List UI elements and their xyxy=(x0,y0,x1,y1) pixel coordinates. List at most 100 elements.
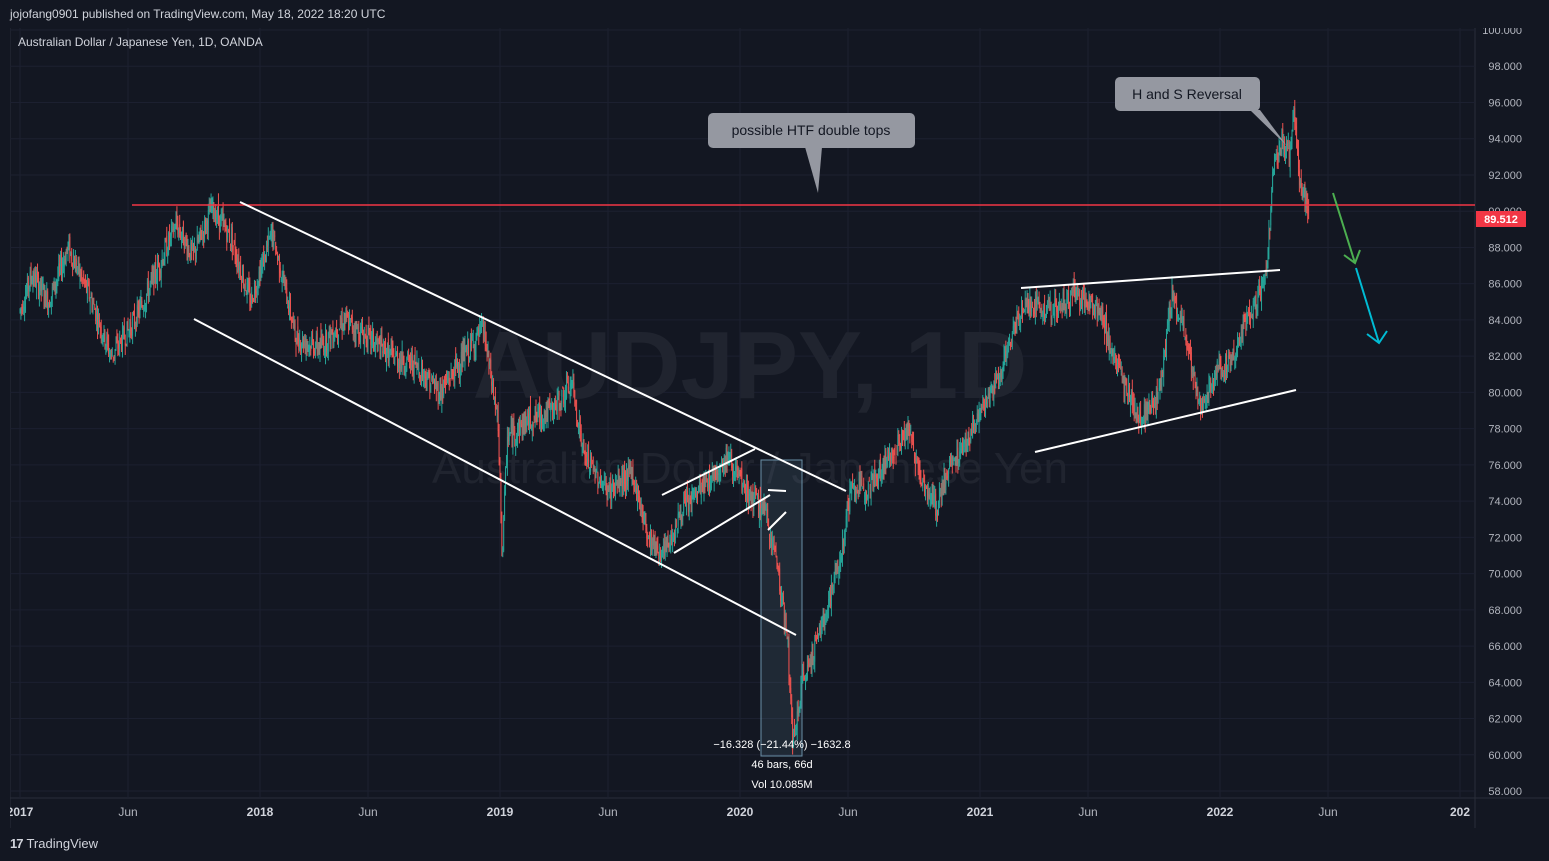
candle xyxy=(583,439,585,455)
candle xyxy=(875,469,877,487)
candle xyxy=(999,366,1001,387)
trendlines[interactable] xyxy=(193,201,1297,636)
candle xyxy=(1023,309,1025,313)
candle-body xyxy=(280,278,282,281)
candle-body xyxy=(1184,336,1186,339)
tradingview-logo[interactable]: 17 TradingView xyxy=(10,836,98,851)
candle xyxy=(381,326,383,347)
candle xyxy=(48,302,50,318)
candle xyxy=(742,482,744,495)
candle xyxy=(955,456,957,473)
candle xyxy=(1051,315,1053,326)
candle xyxy=(409,354,411,369)
chart-panel[interactable]: AUDJPY, 1D Australian Dollar / Japanese … xyxy=(7,25,1549,828)
candle xyxy=(244,278,246,292)
candle-body xyxy=(295,342,297,349)
candle xyxy=(635,476,637,494)
candle xyxy=(769,527,771,549)
candle-body xyxy=(731,459,733,469)
candle xyxy=(410,347,412,371)
candle xyxy=(685,486,687,516)
candle-body xyxy=(138,308,140,316)
time-axis[interactable]: 2017Jun2018Jun2019Jun2020Jun2021Jun2022J… xyxy=(7,805,1471,819)
candle-body xyxy=(838,569,840,575)
candle-body xyxy=(1140,411,1142,424)
candle-body xyxy=(618,470,620,490)
callout-double-tops[interactable]: possible HTF double tops xyxy=(708,113,915,193)
candle xyxy=(973,419,975,434)
projection-arrow-blue[interactable] xyxy=(1355,267,1388,345)
price-chart[interactable]: AUDJPY, 1D Australian Dollar / Japanese … xyxy=(7,25,1549,828)
candle xyxy=(857,489,859,500)
candle xyxy=(668,542,670,553)
candle xyxy=(1283,134,1285,158)
range-lower-line[interactable] xyxy=(1034,389,1297,453)
candle-body xyxy=(611,485,613,501)
candle-body xyxy=(1265,269,1267,271)
channel-lower-line[interactable] xyxy=(193,318,797,636)
candle xyxy=(959,442,961,467)
candle-body xyxy=(162,260,164,265)
candle-body xyxy=(607,487,609,497)
candle xyxy=(842,538,844,555)
last-price-text: 89.512 xyxy=(1484,214,1518,226)
candle xyxy=(1158,378,1160,392)
candle xyxy=(42,276,44,290)
candle xyxy=(1222,366,1224,378)
candle-body xyxy=(380,337,382,356)
flag-lower-line[interactable] xyxy=(673,494,771,554)
candle-body xyxy=(159,270,161,274)
callout-hs-reversal[interactable]: H and S Reversal xyxy=(1115,77,1287,146)
candle-body xyxy=(167,252,169,257)
channel-upper-line[interactable] xyxy=(239,201,847,492)
candle xyxy=(587,444,589,468)
candle xyxy=(856,484,858,494)
candle-body xyxy=(335,329,337,338)
small-wedge-top[interactable] xyxy=(767,489,787,492)
candle-body xyxy=(1154,403,1156,406)
candle-body xyxy=(511,424,513,445)
candle-body xyxy=(1149,403,1151,413)
candle xyxy=(95,307,97,325)
range-upper-line[interactable] xyxy=(1020,269,1281,289)
candle-body xyxy=(44,287,46,300)
candle xyxy=(1239,336,1241,347)
candle-body xyxy=(920,477,922,481)
candle xyxy=(680,504,682,529)
candle xyxy=(1146,398,1148,421)
candle-body xyxy=(659,551,661,560)
candle-body xyxy=(1177,315,1178,319)
candle-body xyxy=(538,406,540,412)
candle xyxy=(1196,377,1198,397)
candle xyxy=(217,193,219,226)
candle xyxy=(1206,384,1208,409)
candle-body xyxy=(690,498,692,506)
candle xyxy=(956,439,958,466)
candle-body xyxy=(269,231,271,237)
candle-body xyxy=(1029,295,1031,311)
candle-body xyxy=(641,505,643,519)
candle xyxy=(1122,375,1124,384)
candle xyxy=(1295,117,1297,136)
candle xyxy=(81,266,83,284)
small-wedge-bottom[interactable] xyxy=(767,511,787,531)
candle-body xyxy=(1091,294,1093,298)
candle xyxy=(1284,136,1286,161)
candle-body xyxy=(1049,299,1051,302)
candle-body xyxy=(123,326,125,339)
projection-arrow-green[interactable] xyxy=(1332,192,1361,265)
candle xyxy=(859,465,861,495)
flag-upper-line[interactable] xyxy=(661,448,756,496)
candle xyxy=(1013,320,1015,335)
candle-body xyxy=(950,454,952,465)
candle-body xyxy=(600,479,602,486)
candle xyxy=(527,408,529,426)
candle-body xyxy=(941,479,943,496)
candle-body xyxy=(925,487,926,491)
candle-body xyxy=(1205,397,1207,403)
candle-body xyxy=(546,407,548,417)
candle-body xyxy=(1190,347,1191,352)
candle xyxy=(760,508,762,527)
candle xyxy=(125,343,127,347)
candle xyxy=(351,309,353,334)
